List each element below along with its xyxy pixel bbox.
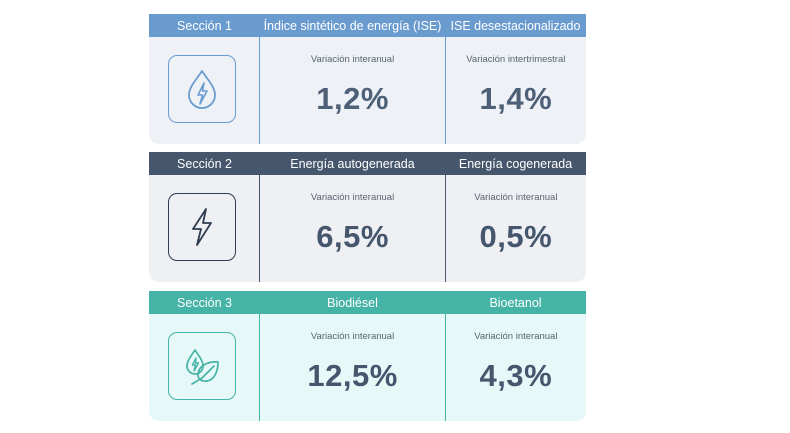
column-header: Biodiésel	[327, 295, 378, 310]
section-2-body: Variación interanual 6,5% Variación inte…	[149, 175, 586, 282]
section-title: Sección 2	[177, 156, 232, 171]
column-header: ISE desestacionalizado	[450, 18, 581, 33]
section-2-header: Sección 2 Energía autogenerada Energía c…	[149, 152, 586, 175]
column-header: Energía cogenerada	[458, 156, 573, 171]
energy-drop-icon	[168, 55, 236, 123]
section-1-header: Sección 1 Índice sintético de energía (I…	[149, 14, 586, 37]
metric-value: 4,3%	[479, 358, 553, 393]
section-1-card: Sección 1 Índice sintético de energía (I…	[149, 14, 586, 144]
metric-value: 1,4%	[479, 81, 553, 116]
section-2-card: Sección 2 Energía autogenerada Energía c…	[149, 152, 586, 282]
section-title: Sección 1	[177, 18, 232, 33]
section-3-header: Sección 3 Biodiésel Bioetanol	[149, 291, 586, 314]
metric-label: Variación interanual	[310, 54, 395, 65]
metric-cell: Variación interanual 0,5%	[444, 175, 586, 282]
metric-label: Variación interanual	[310, 192, 395, 203]
section-3-card: Sección 3 Biodiésel Bioetanol Variación …	[149, 291, 586, 421]
metric-cell: Variación intertrimestral 1,4%	[444, 37, 586, 144]
icon-cell	[149, 314, 259, 421]
metric-label: Variación intertrimestral	[466, 54, 566, 65]
section-1-body: Variación interanual 1,2% Variación inte…	[149, 37, 586, 144]
section-title: Sección 3	[177, 295, 232, 310]
lightning-bolt-icon	[168, 193, 236, 261]
column-header: Índice sintético de energía (ISE)	[263, 18, 442, 33]
metric-cell: Variación interanual 12,5%	[259, 314, 444, 421]
metric-cell: Variación interanual 6,5%	[259, 175, 444, 282]
metric-label: Variación interanual	[310, 331, 395, 342]
section-3-body: Variación interanual 12,5% Variación int…	[149, 314, 586, 421]
metric-value: 1,2%	[316, 81, 389, 116]
metric-value: 6,5%	[316, 219, 389, 254]
icon-cell	[149, 175, 259, 282]
column-header: Energía autogenerada	[290, 156, 415, 171]
metric-label: Variación interanual	[474, 192, 558, 203]
column-header: Bioetanol	[489, 295, 542, 310]
metric-value: 0,5%	[479, 219, 553, 254]
bioenergy-leaf-icon	[168, 332, 236, 400]
metric-cell: Variación interanual 1,2%	[259, 37, 444, 144]
metric-value: 12,5%	[307, 358, 398, 393]
metric-label: Variación interanual	[474, 331, 558, 342]
metric-cell: Variación interanual 4,3%	[444, 314, 586, 421]
icon-cell	[149, 37, 259, 144]
